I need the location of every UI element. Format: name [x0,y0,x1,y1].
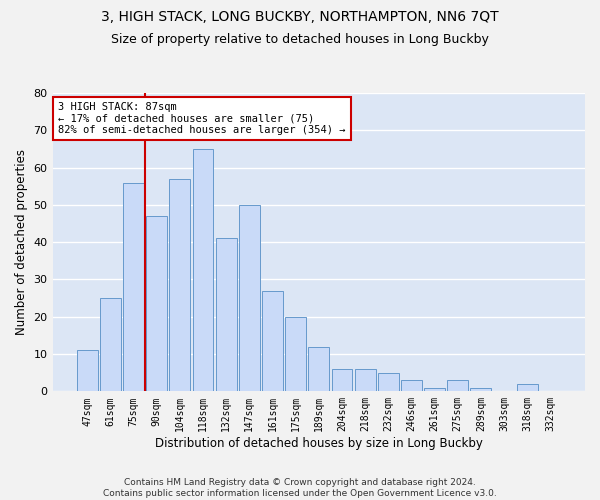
Text: 3, HIGH STACK, LONG BUCKBY, NORTHAMPTON, NN6 7QT: 3, HIGH STACK, LONG BUCKBY, NORTHAMPTON,… [101,10,499,24]
Bar [100,298,121,392]
Bar [123,182,144,392]
Bar [401,380,422,392]
Bar [308,346,329,392]
Text: Size of property relative to detached houses in Long Buckby: Size of property relative to detached ho… [111,32,489,46]
Text: Contains HM Land Registry data © Crown copyright and database right 2024.
Contai: Contains HM Land Registry data © Crown c… [103,478,497,498]
Y-axis label: Number of detached properties: Number of detached properties [15,149,28,335]
X-axis label: Distribution of detached houses by size in Long Buckby: Distribution of detached houses by size … [155,437,483,450]
Text: 3 HIGH STACK: 87sqm
← 17% of detached houses are smaller (75)
82% of semi-detach: 3 HIGH STACK: 87sqm ← 17% of detached ho… [58,102,346,135]
Bar [378,372,398,392]
Bar [517,384,538,392]
Bar [470,388,491,392]
Bar [332,369,352,392]
Bar [424,388,445,392]
Bar [262,290,283,392]
Bar [193,149,214,392]
Bar [239,205,260,392]
Bar [355,369,376,392]
Bar [285,317,306,392]
Bar [77,350,98,392]
Bar [146,216,167,392]
Bar [169,179,190,392]
Bar [448,380,468,392]
Bar [216,238,236,392]
